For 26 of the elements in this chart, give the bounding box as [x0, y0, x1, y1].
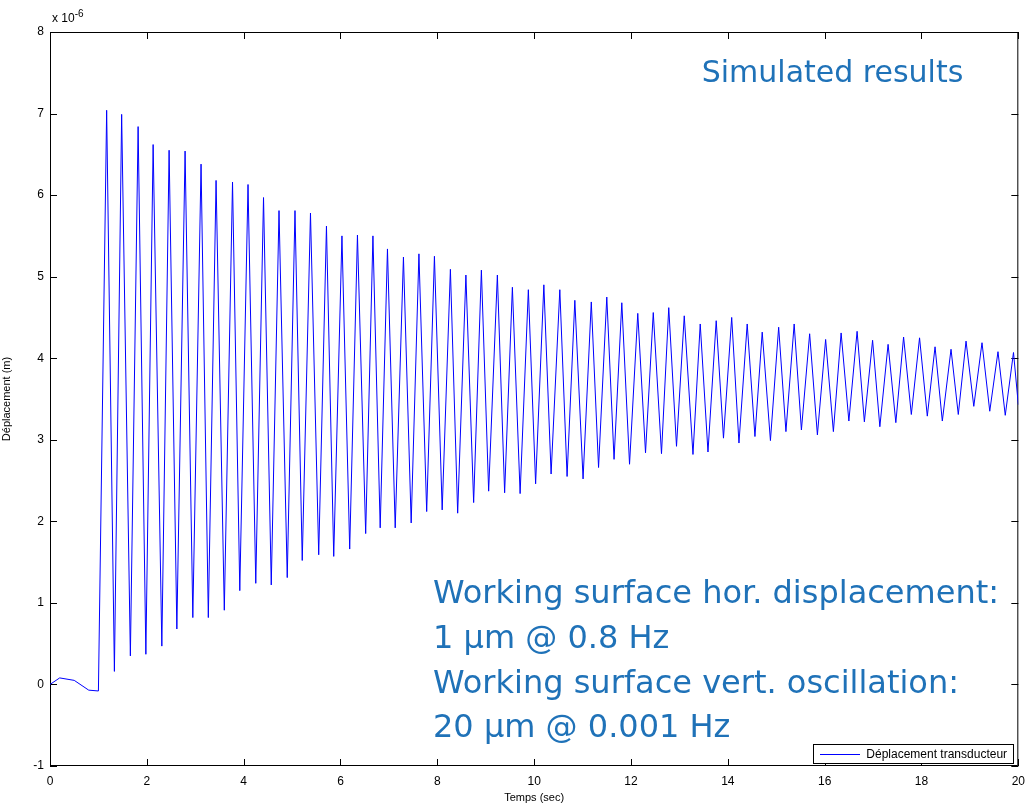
x-tick-label: 8: [433, 773, 441, 788]
annotation: Simulated results: [701, 54, 964, 89]
x-tick-label: 10: [527, 773, 542, 788]
x-tick-label: 2: [143, 773, 151, 788]
x-tick-label: 6: [337, 773, 345, 788]
y-tick-label: 4: [37, 350, 45, 365]
y-tick-label: 3: [37, 432, 45, 447]
text: x 10$^{-6}$: [52, 8, 84, 25]
y-tick-label: 1: [37, 595, 45, 610]
x-tick-label: 18: [914, 773, 929, 788]
x-tick-label: 12: [624, 773, 638, 788]
y-tick-label: 0: [37, 676, 45, 691]
annotation: Working surface hor. displacement: 1 µm @ 0.8 Hz Working surface vert. oscillation: 20 µm @ 0.001 Hz: [433, 573, 999, 746]
x-tick-label: 20: [1011, 773, 1026, 788]
y-tick-label: 8: [37, 24, 45, 39]
x-tick-label: 4: [240, 773, 248, 788]
y-axis-title: Déplacement (m): [0, 356, 12, 442]
x-tick-label: 14: [721, 773, 735, 788]
y-tick-label: 2: [37, 513, 45, 528]
y-tick-label: 5: [37, 268, 45, 283]
y-tick-label: 6: [37, 187, 45, 202]
y-tick-label: -1: [33, 758, 45, 773]
x-tick-label: 16: [817, 773, 832, 788]
legend-label: Déplacement transducteur: [866, 747, 1008, 761]
y-tick-label: 7: [37, 105, 45, 120]
x-axis-title: Temps (sec): [504, 791, 565, 804]
